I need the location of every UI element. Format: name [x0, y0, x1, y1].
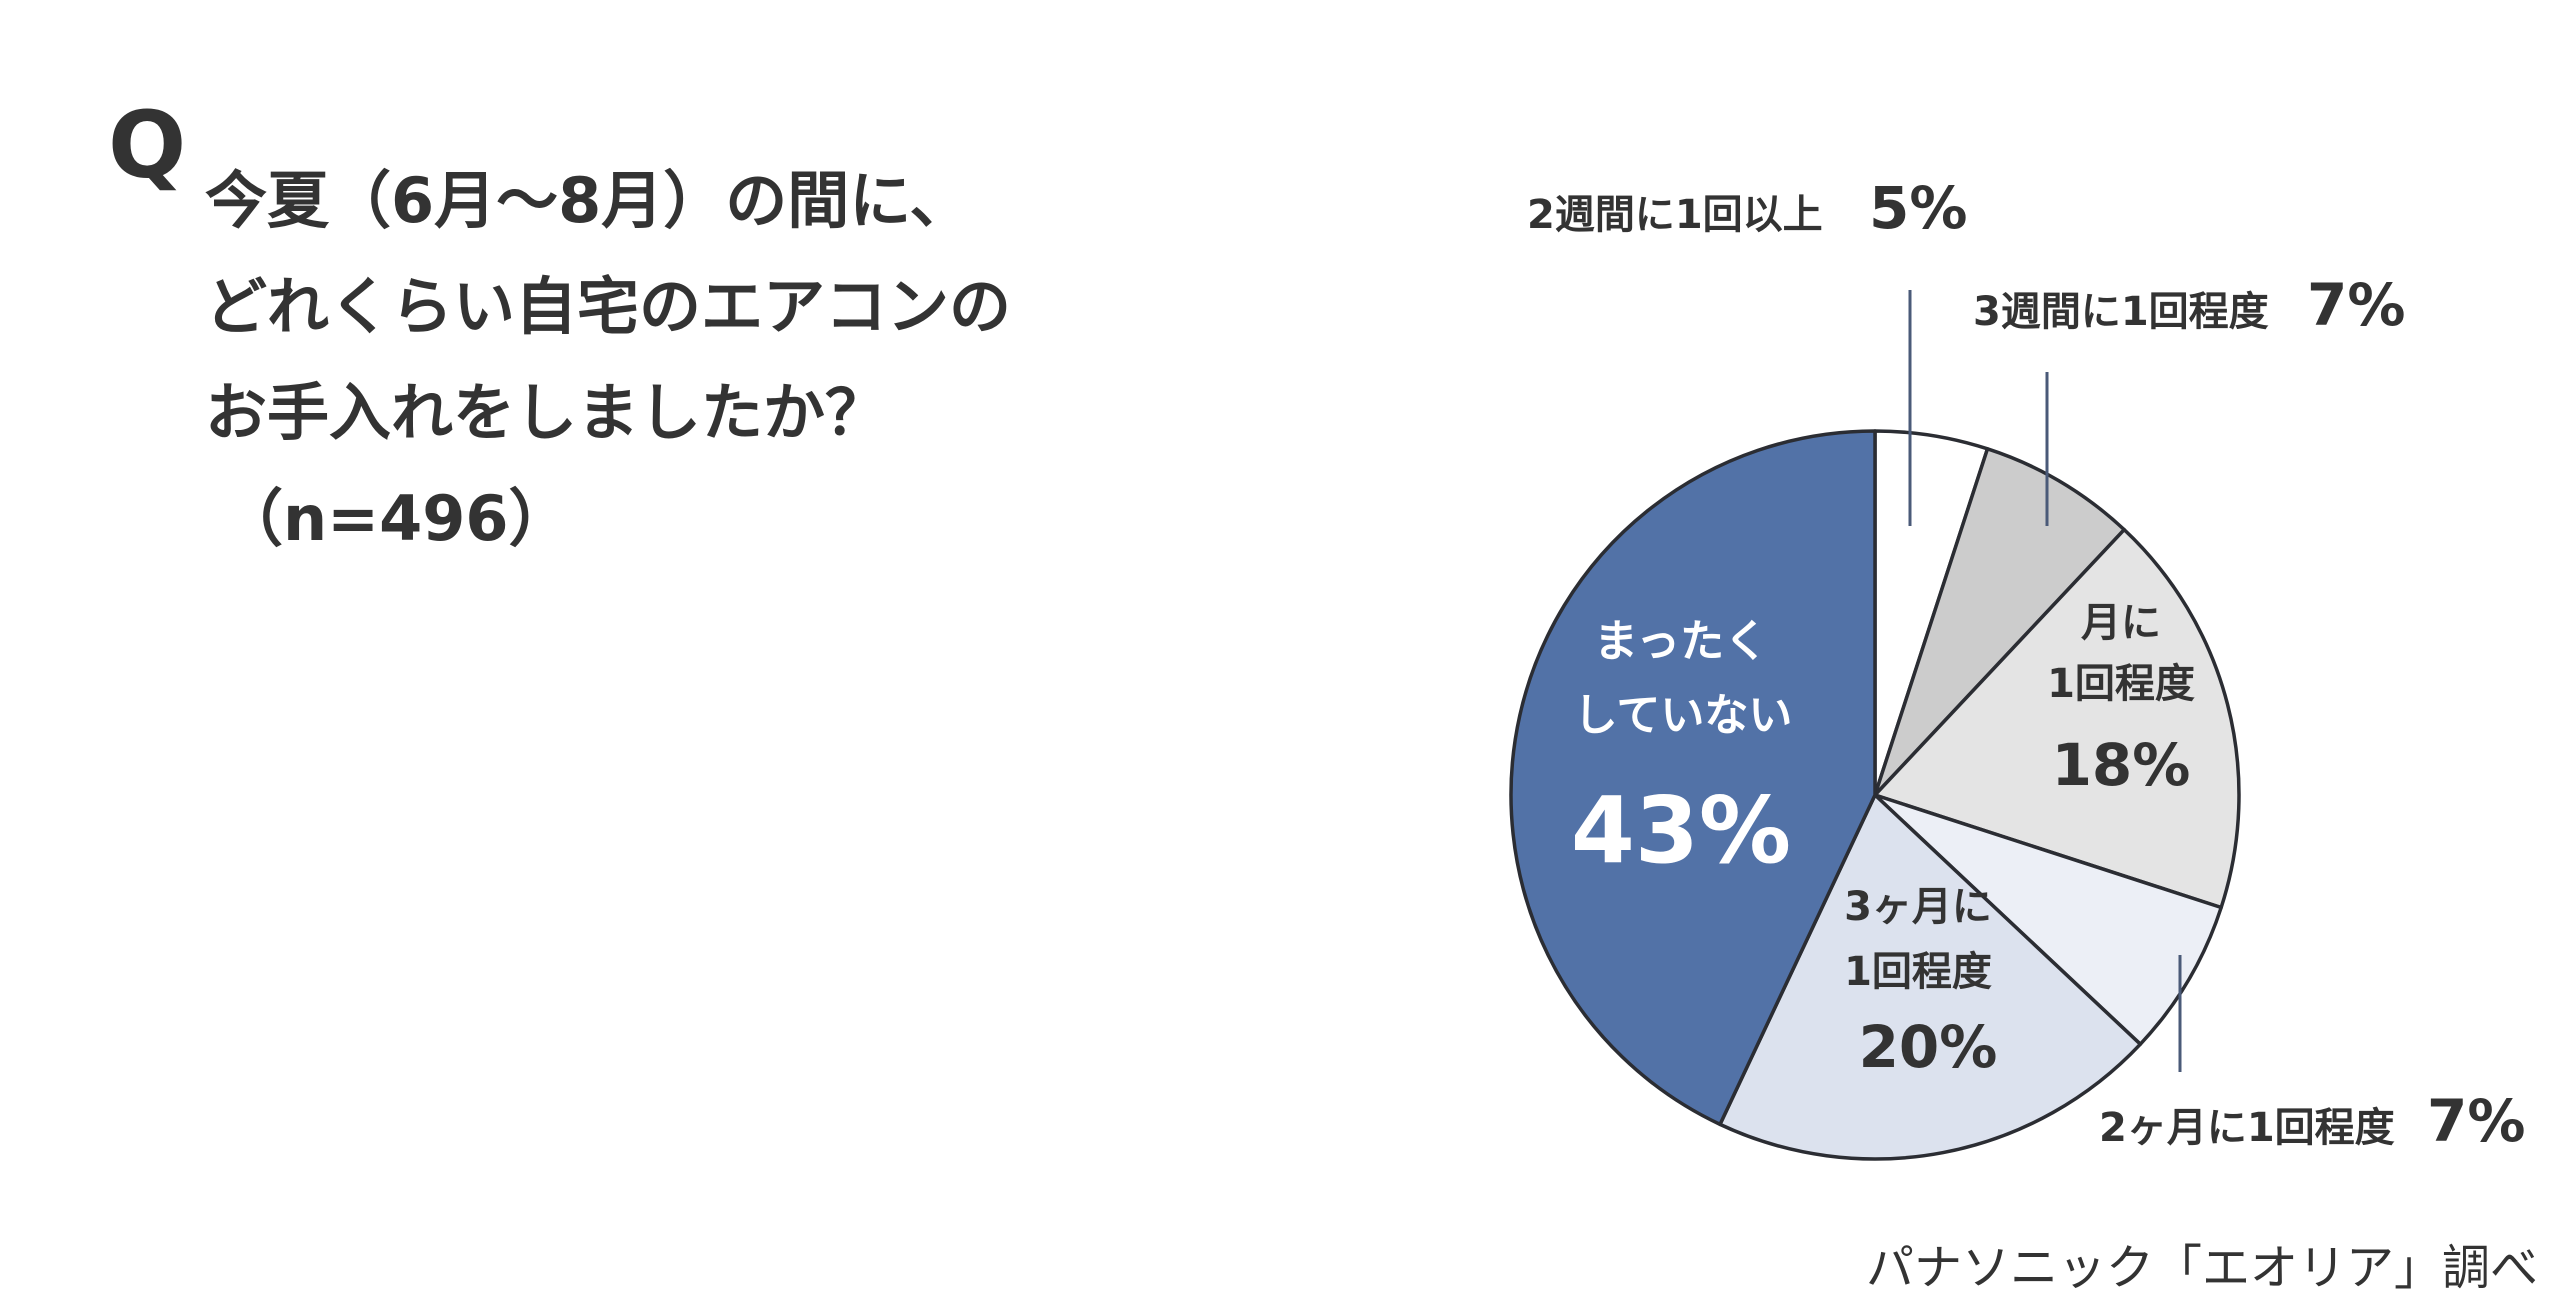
slice-4-percent-label: 7% — [2427, 1087, 2525, 1155]
slice-2-wedge — [1873, 447, 2126, 797]
slice-6-wedge — [1509, 429, 1877, 1127]
slice-6-label-line-2: していない — [1574, 690, 1793, 741]
question-mark-q: Q — [108, 92, 187, 199]
slice-4-wedge — [1873, 793, 2223, 1046]
sample-size: （n=496） — [221, 482, 571, 555]
question-line-1: 今夏（6月〜8月）の間に、 — [205, 164, 972, 237]
source-note: パナソニック「エオリア」調べ — [1865, 1240, 2538, 1296]
slice-2-percent-label: 7% — [2307, 271, 2405, 339]
slice-3-label-line-2: 1回程度 — [2047, 661, 2195, 707]
pie-labels: 2週間に1回以上 5% 3週間に1回程度 7% 月に 1回程度 18% 2ヶ月に1回程度 7% 3… — [1527, 174, 2525, 1155]
question-text: 今夏（6月〜8月）の間に、 どれくらい自宅のエアコンの お手入れをしましたか？ … — [205, 148, 1011, 572]
slice-3-percent-label: 18% — [2052, 731, 2191, 799]
slice-6-percent-label: 43% — [1571, 777, 1791, 884]
slice-5-label-line-1: 3ヶ月に — [1844, 884, 1992, 930]
slice-1-percent-label: 5% — [1869, 174, 1967, 242]
slice-3-wedge — [1873, 527, 2241, 910]
pie-slices — [1509, 429, 2241, 1161]
slice-4-category-label: 2ヶ月に1回程度 — [2099, 1105, 2395, 1151]
slice-1-category-label: 2週間に1回以上 — [1527, 192, 1823, 238]
slice-3-label-line-1: 月に — [2081, 600, 2161, 646]
slice-6-label-line-1: まったく — [1594, 616, 1768, 667]
question-line-2: どれくらい自宅のエアコンの — [205, 270, 1012, 343]
slice-5-percent-label: 20% — [1859, 1013, 1998, 1081]
slice-2-category-label: 3週間に1回程度 — [1973, 289, 2269, 335]
slice-5-label-line-2: 1回程度 — [1844, 949, 1992, 995]
question-line-3: お手入れをしましたか？ — [205, 376, 888, 449]
slice-5-wedge — [1718, 793, 2143, 1161]
